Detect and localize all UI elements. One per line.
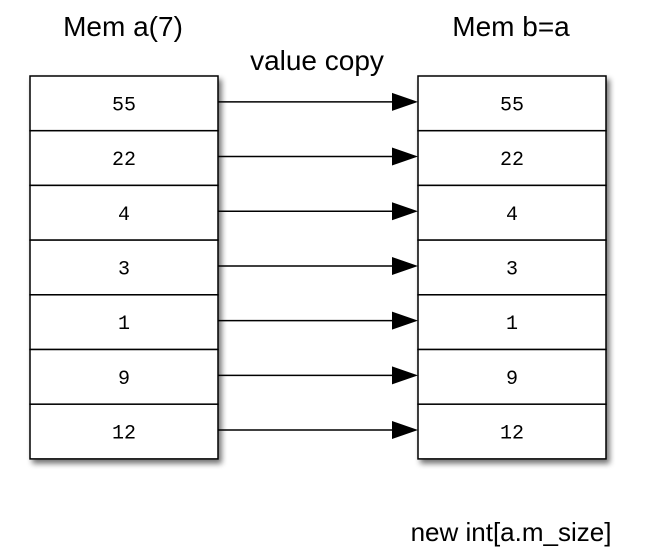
copy-arrow: [218, 311, 418, 330]
array-a-cell-value: 1: [118, 313, 130, 336]
copy-arrow: [218, 421, 418, 440]
array-b-cell-value: 9: [506, 368, 518, 391]
copy-arrow: [218, 147, 418, 166]
array-b-cell: [417, 184, 607, 241]
array-a-cell: [29, 403, 219, 460]
array-a-cell-value: 4: [118, 204, 130, 227]
array-b-cell-value: 4: [506, 204, 518, 227]
array-a-block: 55 22 4 3 1 9 12: [29, 75, 219, 460]
array-b-cell-value: 3: [506, 258, 518, 281]
copy-arrow-head: [392, 421, 418, 440]
copy-arrow: [218, 256, 418, 275]
array-a-cell: [29, 184, 219, 241]
array-a-title: Mem a(7): [63, 11, 183, 42]
array-b-cell-value: 22: [500, 149, 524, 172]
array-b-title: Mem b=a: [452, 11, 570, 42]
array-a-cell: [29, 239, 219, 296]
array-a-cell-value: 3: [118, 258, 130, 281]
array-b-cell: [417, 239, 607, 296]
array-b-cell: [417, 75, 607, 132]
array-a-cell: [29, 75, 219, 132]
copy-arrow: [218, 366, 418, 385]
allocation-note: new int[a.m_size]: [411, 517, 612, 547]
copy-label: value copy: [250, 45, 384, 76]
array-a-cell-value: 22: [112, 149, 136, 172]
copy-arrow-head: [392, 202, 418, 221]
array-a-cell-value: 12: [112, 423, 136, 446]
copy-arrow-head: [392, 311, 418, 330]
array-b-cell: [417, 294, 607, 351]
copy-arrow-head: [392, 92, 418, 111]
copy-arrows: [218, 92, 418, 440]
array-b-cell-value: 12: [500, 423, 524, 446]
array-a-cell-value: 9: [118, 368, 130, 391]
copy-arrow-head: [392, 366, 418, 385]
array-a-cell: [29, 129, 219, 187]
array-a-cell: [29, 348, 219, 405]
array-b-block: 55 22 4 3 1 9 12: [417, 75, 607, 460]
array-b-cell-value: 55: [500, 94, 524, 117]
copy-arrow: [218, 202, 418, 221]
copy-arrow-head: [392, 256, 418, 275]
copy-arrow: [218, 92, 418, 111]
copy-arrow-head: [392, 147, 418, 166]
array-b-cell: [417, 403, 607, 460]
array-b-cell-value: 1: [506, 313, 518, 336]
array-a-cell-value: 55: [112, 94, 136, 117]
